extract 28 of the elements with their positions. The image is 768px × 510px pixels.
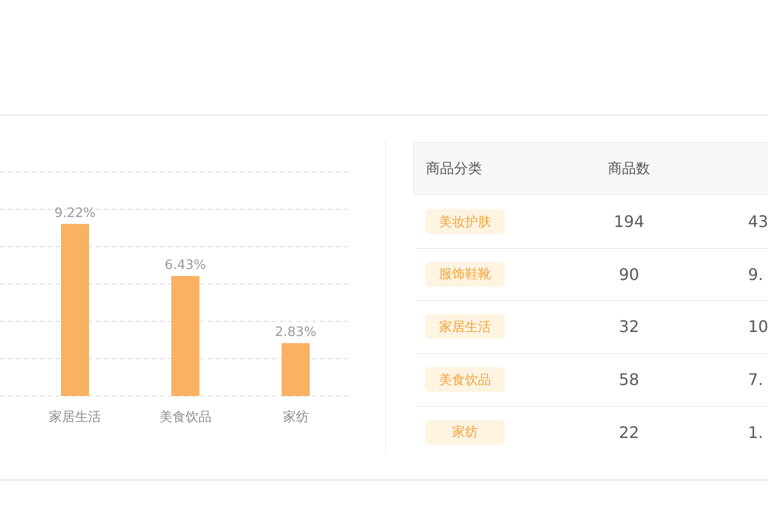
x-tick-label: 家居生活 bbox=[49, 409, 102, 426]
text: 10 bbox=[748, 317, 768, 336]
data-label: 9.22% bbox=[54, 206, 96, 221]
text: 43 bbox=[748, 212, 768, 231]
data-label: 194 bbox=[614, 212, 644, 231]
data-label: 6.43% bbox=[164, 258, 206, 273]
text: 9. bbox=[748, 264, 764, 284]
text: 1. bbox=[748, 422, 764, 442]
text: 7. bbox=[748, 370, 764, 389]
data-label: 22 bbox=[618, 422, 640, 442]
x-tick-label: 美食饮品 bbox=[160, 409, 212, 426]
category-label: 家居生活 bbox=[439, 318, 491, 336]
category-tag: 家居生活 bbox=[425, 314, 505, 340]
data-label: 58 bbox=[618, 370, 640, 389]
category-label: 美食饮品 bbox=[439, 372, 491, 389]
category-tag: 美妆护肤 bbox=[425, 209, 505, 234]
text: 商品分类 bbox=[426, 160, 482, 178]
x-tick-label: 家纺 bbox=[282, 409, 309, 426]
data-label: 2.83% bbox=[275, 325, 316, 340]
data-label: 90 bbox=[618, 264, 640, 284]
category-label: 美妆护肤 bbox=[439, 214, 491, 230]
category-tag: 美食饮品 bbox=[425, 367, 505, 392]
category-label: 服饰鞋靴 bbox=[439, 266, 491, 284]
category-label: 家纺 bbox=[452, 424, 478, 442]
data-label: 32 bbox=[618, 317, 640, 336]
text: 商品数 bbox=[608, 160, 650, 178]
category-tag: 服饰鞋靴 bbox=[425, 262, 505, 287]
category-tag: 家纺 bbox=[425, 420, 505, 445]
